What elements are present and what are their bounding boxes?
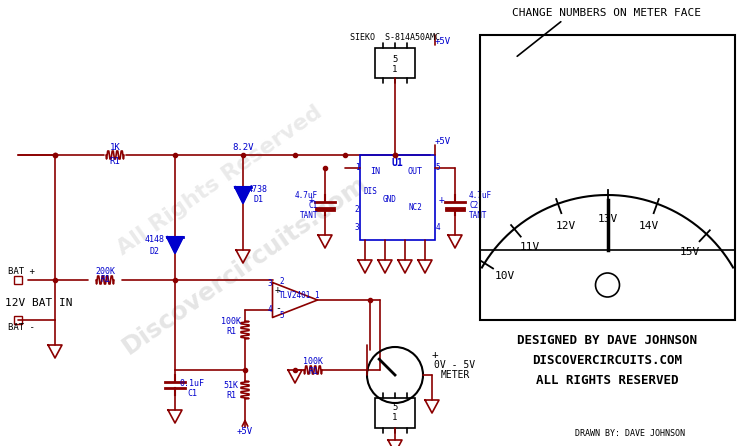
Text: GND: GND (383, 195, 397, 205)
Text: +5V: +5V (237, 428, 253, 437)
Text: 5: 5 (436, 164, 440, 173)
Text: 3: 3 (268, 280, 272, 289)
Bar (375, 48, 415, 78)
Text: DISCOVERCIRCUITS.COM: DISCOVERCIRCUITS.COM (532, 354, 682, 367)
Text: 1: 1 (392, 66, 398, 74)
Text: U1: U1 (391, 158, 403, 168)
Text: D2: D2 (150, 248, 160, 256)
Text: 0.1uF: 0.1uF (179, 379, 205, 388)
Text: 8.2V: 8.2V (232, 143, 254, 152)
Text: 14V: 14V (639, 221, 659, 231)
Text: R1: R1 (109, 157, 121, 166)
Text: 1K: 1K (109, 143, 121, 152)
Text: 1: 1 (355, 164, 359, 173)
Text: DIS: DIS (363, 187, 377, 197)
Text: +: + (439, 195, 445, 205)
Text: TLV2401: TLV2401 (279, 292, 311, 301)
Text: METER: METER (440, 370, 469, 380)
Text: 4: 4 (268, 306, 272, 314)
Text: 13V: 13V (597, 214, 618, 224)
Text: 2: 2 (355, 206, 359, 215)
Text: NC2: NC2 (408, 202, 422, 211)
Text: All Rights Reserved: All Rights Reserved (114, 102, 326, 259)
Text: 1: 1 (392, 413, 398, 422)
Text: 11V: 11V (519, 242, 540, 252)
Text: SIEKO  S-814A50AMC: SIEKO S-814A50AMC (350, 33, 440, 42)
Text: R1: R1 (226, 391, 236, 400)
Text: +: + (309, 195, 315, 205)
Polygon shape (167, 237, 183, 253)
Text: 3: 3 (355, 223, 359, 232)
Bar (480, 35, 735, 320)
Text: OUT: OUT (408, 168, 423, 177)
Text: ALL RIGHTS RESERVED: ALL RIGHTS RESERVED (536, 373, 679, 387)
Text: TANT: TANT (300, 211, 318, 220)
Text: 100K: 100K (221, 318, 241, 326)
Text: R1: R1 (308, 368, 318, 376)
Text: R1: R1 (226, 327, 236, 336)
Text: 0V - 5V: 0V - 5V (434, 360, 475, 370)
Text: 15V: 15V (680, 247, 700, 256)
Text: C1: C1 (187, 388, 197, 397)
Text: DESIGNED BY DAVE JOHNSON: DESIGNED BY DAVE JOHNSON (517, 334, 697, 347)
Text: Discovercircuits.com: Discovercircuits.com (118, 171, 372, 359)
Text: D1: D1 (253, 195, 263, 205)
Text: 2: 2 (280, 277, 284, 286)
Text: C1: C1 (309, 202, 318, 211)
Text: BAT -: BAT - (8, 323, 35, 333)
Polygon shape (235, 187, 251, 203)
Text: 5: 5 (392, 55, 398, 65)
Text: TANT: TANT (469, 211, 487, 220)
Text: 10V: 10V (495, 271, 515, 281)
Text: -: - (275, 303, 281, 313)
Text: 100K: 100K (303, 358, 323, 367)
Text: +5V: +5V (435, 37, 451, 46)
Bar (375, 398, 415, 428)
Text: 4.7uF: 4.7uF (295, 191, 318, 201)
Bar (360, 155, 435, 240)
Text: 4.7uF: 4.7uF (469, 191, 492, 201)
Text: 5: 5 (392, 404, 398, 413)
Text: +: + (275, 285, 281, 295)
Text: 12V BAT IN: 12V BAT IN (5, 298, 72, 308)
Text: CHANGE NUMBERS ON METER FACE: CHANGE NUMBERS ON METER FACE (513, 8, 702, 18)
Text: 5: 5 (280, 311, 284, 321)
Text: DRAWN BY: DAVE JOHNSON: DRAWN BY: DAVE JOHNSON (575, 429, 685, 438)
Text: IN: IN (370, 168, 380, 177)
Text: BAT +: BAT + (8, 268, 35, 277)
Text: +5V: +5V (435, 137, 451, 146)
Text: 4: 4 (436, 223, 440, 232)
Text: 4738: 4738 (248, 186, 268, 194)
Text: R1: R1 (100, 276, 110, 285)
Text: +: + (432, 350, 438, 360)
Text: 1: 1 (314, 292, 318, 301)
Text: C2: C2 (469, 202, 478, 211)
Text: 4148: 4148 (145, 235, 165, 244)
Text: 12V: 12V (556, 221, 577, 231)
Text: 51K: 51K (223, 380, 239, 389)
Text: 200K: 200K (95, 268, 115, 277)
